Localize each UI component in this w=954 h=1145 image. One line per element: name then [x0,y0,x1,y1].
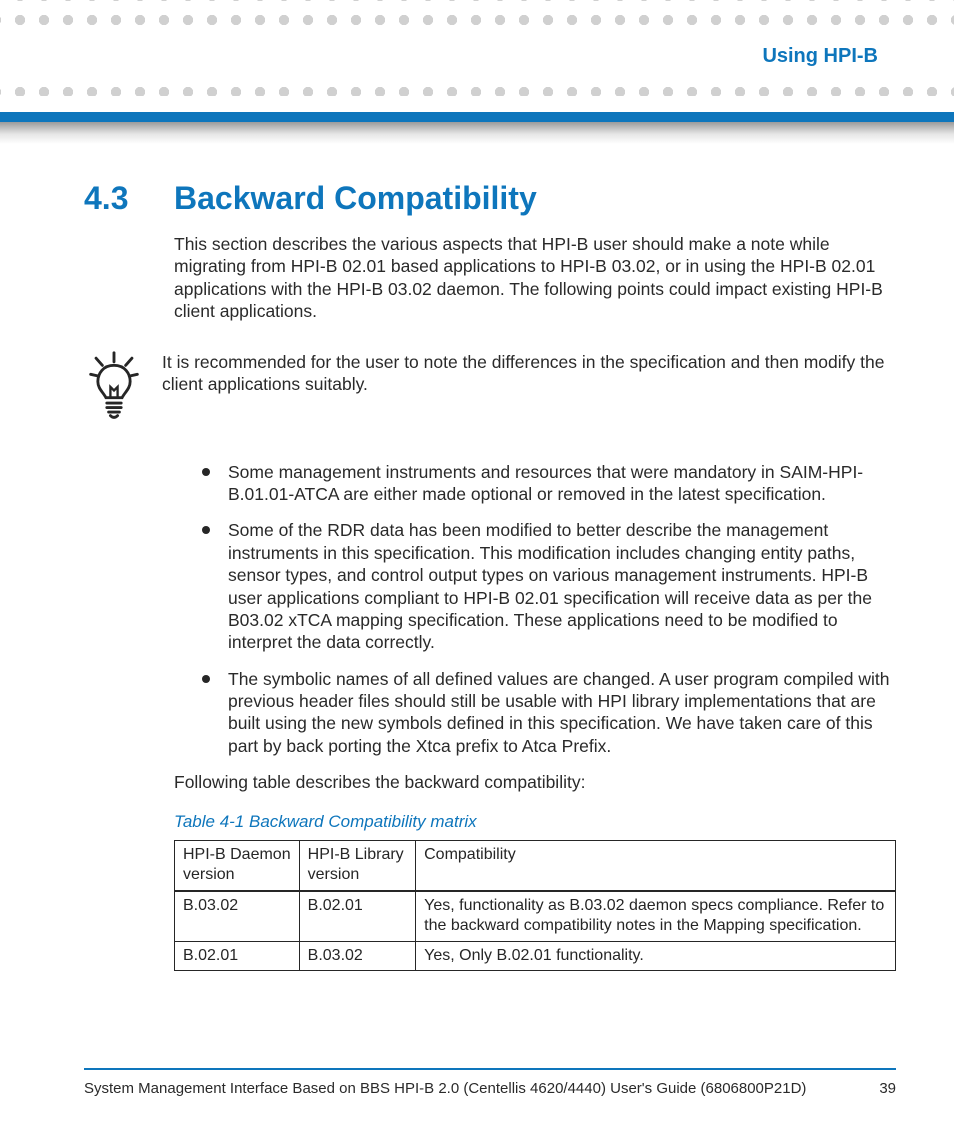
footer-page-number: 39 [879,1080,896,1097]
header-band: Using HPI-B [0,36,954,76]
footer-rule [84,1068,896,1070]
table-cell: B.03.02 [299,941,415,970]
table-header-row: HPI-B Daemon version HPI-B Library versi… [175,840,896,890]
page-footer: System Management Interface Based on BBS… [84,1068,896,1097]
list-item: Some management instruments and resource… [202,461,896,506]
table-row: B.03.02 B.02.01 Yes, functionality as B.… [175,891,896,941]
footer-doc-title: System Management Interface Based on BBS… [84,1080,806,1097]
table-cell: Yes, Only B.02.01 functionality. [416,941,896,970]
list-item: The symbolic names of all defined values… [202,668,896,758]
chapter-title: Using HPI-B [762,45,878,68]
section-title: Backward Compatibility [174,180,537,217]
bullet-list: Some management instruments and resource… [202,461,896,758]
header-grey-gradient [0,122,954,144]
table-header-cell: HPI-B Library version [299,840,415,890]
compatibility-table: HPI-B Daemon version HPI-B Library versi… [174,840,896,971]
table-cell: Yes, functionality as B.03.02 daemon spe… [416,891,896,941]
lightbulb-icon [84,351,144,421]
table-cell: B.03.02 [175,891,300,941]
footer-line: System Management Interface Based on BBS… [84,1080,896,1097]
tip-callout: It is recommended for the user to note t… [84,351,896,421]
list-item: Some of the RDR data has been modified t… [202,519,896,653]
page-content: 4.3 Backward Compatibility This section … [84,180,896,971]
table-caption: Table 4-1 Backward Compatibility matrix [174,812,896,832]
table-header-cell: Compatibility [416,840,896,890]
table-cell: B.02.01 [175,941,300,970]
tip-text: It is recommended for the user to note t… [162,351,896,396]
table-header-cell: HPI-B Daemon version [175,840,300,890]
table-row: B.02.01 B.03.02 Yes, Only B.02.01 functi… [175,941,896,970]
intro-paragraph: This section describes the various aspec… [174,233,896,323]
section-body: This section describes the various aspec… [174,233,896,323]
bullets-block: Some management instruments and resource… [174,461,896,971]
table-cell: B.02.01 [299,891,415,941]
section-heading: 4.3 Backward Compatibility [84,180,896,217]
after-bullets-paragraph: Following table describes the backward c… [174,771,896,793]
section-number: 4.3 [84,180,174,217]
header-blue-rule [0,112,954,122]
